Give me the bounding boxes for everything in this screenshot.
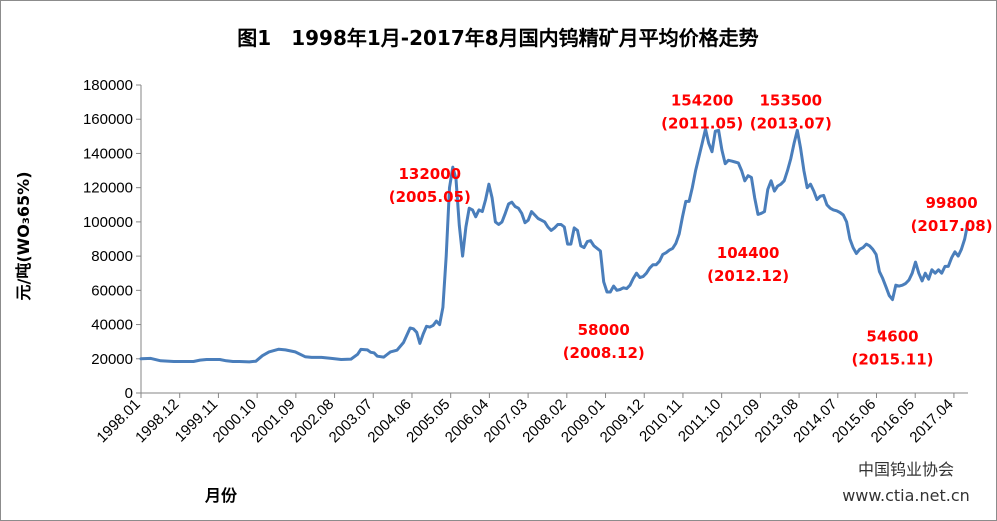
y-tick-label: 140000 bbox=[83, 145, 133, 162]
y-tick-label: 20000 bbox=[91, 351, 133, 368]
y-tick-label: 160000 bbox=[83, 111, 133, 128]
watermark-org: 中国钨业协会 bbox=[858, 460, 954, 479]
y-tick-label: 60000 bbox=[91, 282, 133, 299]
y-tick-label: 100000 bbox=[83, 214, 133, 231]
x-tick-label: 2017.04 bbox=[906, 396, 956, 446]
annotation-date: (2017.08) bbox=[911, 217, 993, 235]
y-tick-label: 0 bbox=[125, 385, 133, 402]
x-axis: 1998.011998.121999.112000.102001.092002.… bbox=[93, 392, 968, 446]
y-axis: 0 20000 40000 60000 80000 100000 120000 140000 1… bbox=[83, 77, 142, 402]
y-axis-label: 元/吨(WO₃65%) bbox=[14, 171, 33, 300]
annotation-value: 58000 bbox=[578, 321, 630, 339]
annotation-value: 154200 bbox=[671, 92, 734, 110]
annotation-value: 54600 bbox=[866, 328, 918, 346]
price-series-line bbox=[139, 127, 970, 364]
annotation-value: 99800 bbox=[925, 194, 977, 212]
annotation-date: (2008.12) bbox=[563, 344, 645, 362]
annotation-date: (2013.07) bbox=[750, 115, 832, 133]
annotation-value: 132000 bbox=[398, 165, 461, 183]
x-tick-label: 2009.12 bbox=[597, 396, 647, 446]
annotation-date: (2015.11) bbox=[852, 351, 934, 369]
annotation-date: (2011.05) bbox=[661, 115, 743, 133]
annotation-date: (2012.12) bbox=[707, 267, 789, 285]
chart-title: 图1 1998年1月-2017年8月国内钨精矿月平均价格走势 bbox=[237, 26, 758, 50]
annotation-date: (2005.05) bbox=[389, 188, 471, 206]
y-tick-label: 180000 bbox=[83, 77, 133, 94]
x-axis-label: 月份 bbox=[204, 486, 238, 505]
annotation-value: 104400 bbox=[717, 244, 780, 262]
annotations: 132000 (2005.05) 58000 (2008.12) 154200 (2011… bbox=[389, 92, 993, 369]
x-tick-label: 1998.12 bbox=[132, 396, 182, 446]
y-tick-label: 80000 bbox=[91, 248, 133, 265]
y-tick-label: 120000 bbox=[83, 180, 133, 197]
annotation-value: 153500 bbox=[759, 92, 822, 110]
watermark-url: www.ctia.net.cn bbox=[842, 486, 970, 505]
y-tick-label: 40000 bbox=[91, 317, 133, 334]
